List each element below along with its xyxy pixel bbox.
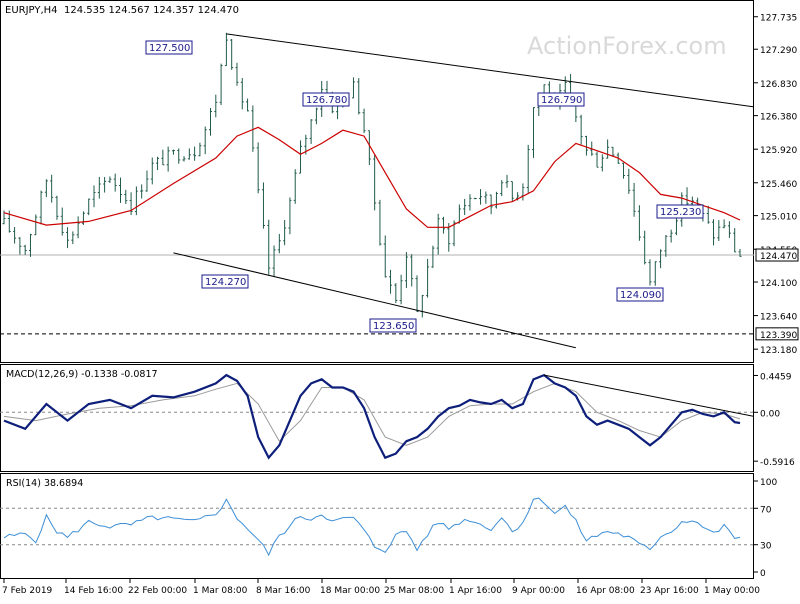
price-label-box <box>656 204 704 219</box>
current-price-box <box>755 248 799 262</box>
price-label-box <box>537 92 585 107</box>
rsi-title: RSI(14) 38.6894 <box>6 478 83 489</box>
support-price-box <box>755 327 799 341</box>
x-tick-label: 14 Feb 16:00 <box>64 586 123 596</box>
support-price-label: 123.390 <box>760 331 797 341</box>
rsi-tick-label: 0 <box>760 569 766 579</box>
macd-tick-label: 0.4459 <box>760 372 792 382</box>
rsi-tick-label: 100 <box>760 478 777 488</box>
y-tick-label: 126.830 <box>760 80 797 90</box>
x-tick-label: 1 Apr 16:00 <box>449 586 502 596</box>
macd-line <box>3 373 741 460</box>
price-label-box <box>201 274 249 289</box>
x-tick-label: 23 Apr 16:00 <box>640 586 699 596</box>
y-tick-label: 125.010 <box>760 213 797 223</box>
y-tick-label: 125.920 <box>760 146 797 156</box>
trendline-2 <box>173 252 576 349</box>
x-tick-label: 16 Apr 08:00 <box>576 586 635 596</box>
macd-title: MACD(12,26,9) -0.1338 -0.0817 <box>6 369 158 380</box>
price-label: 124.270 <box>205 277 246 288</box>
y-tick-label: 125.460 <box>760 180 797 190</box>
watermark-text: ActionForex.com <box>527 32 727 60</box>
y-tick-label: 127.735 <box>760 14 797 24</box>
price-label: 124.090 <box>620 290 661 301</box>
x-tick-label: 7 Feb 2019 <box>2 586 53 596</box>
candles <box>2 32 742 318</box>
price-label: 125.230 <box>660 207 701 218</box>
price-label-box <box>145 40 193 55</box>
x-tick-label: 1 Mar 08:00 <box>193 586 248 596</box>
x-tick-label: 9 Apr 00:00 <box>512 586 565 596</box>
price-label: 126.780 <box>306 95 347 106</box>
macd-trendline <box>543 374 754 417</box>
y-tick-label: 123.640 <box>760 313 797 323</box>
price-label: 126.790 <box>541 95 582 106</box>
y-tick-label: 126.380 <box>760 113 797 123</box>
rsi-tick-label: 30 <box>760 542 772 552</box>
y-tick-label: 127.290 <box>760 46 797 56</box>
ohlc-values: 124.535 124.567 124.357 124.470 <box>64 5 239 16</box>
price-label: 123.650 <box>373 321 414 332</box>
x-tick-label: 1 May 00:00 <box>704 586 760 596</box>
y-tick-label: 123.180 <box>760 346 797 356</box>
x-tick-label: 25 Mar 08:00 <box>384 586 444 596</box>
y-tick-label: 124.100 <box>760 279 797 289</box>
price-label-box <box>369 318 417 333</box>
main-pane-frame <box>0 0 754 363</box>
price-label: 127.500 <box>149 43 190 54</box>
x-tick-label: 22 Feb 00:00 <box>128 586 187 596</box>
trendline-1 <box>226 33 754 108</box>
symbol-label: EURJPY,H4 <box>5 5 58 16</box>
x-tick-label: 8 Mar 16:00 <box>256 586 311 596</box>
price-label-box <box>302 92 350 107</box>
x-tick-label: 18 Mar 00:00 <box>320 586 380 596</box>
rsi-pane-frame <box>0 473 754 579</box>
macd-tick-label: 0.00 <box>760 409 780 419</box>
current-price-label: 124.470 <box>760 252 797 262</box>
price-label-box <box>616 287 664 302</box>
moving-average-line <box>3 126 741 228</box>
macd-tick-label: -0.5916 <box>760 458 795 468</box>
macd-pane-frame <box>0 364 754 472</box>
macd-signal-line <box>3 382 741 446</box>
rsi-line <box>3 497 741 557</box>
rsi-tick-label: 70 <box>760 505 772 515</box>
